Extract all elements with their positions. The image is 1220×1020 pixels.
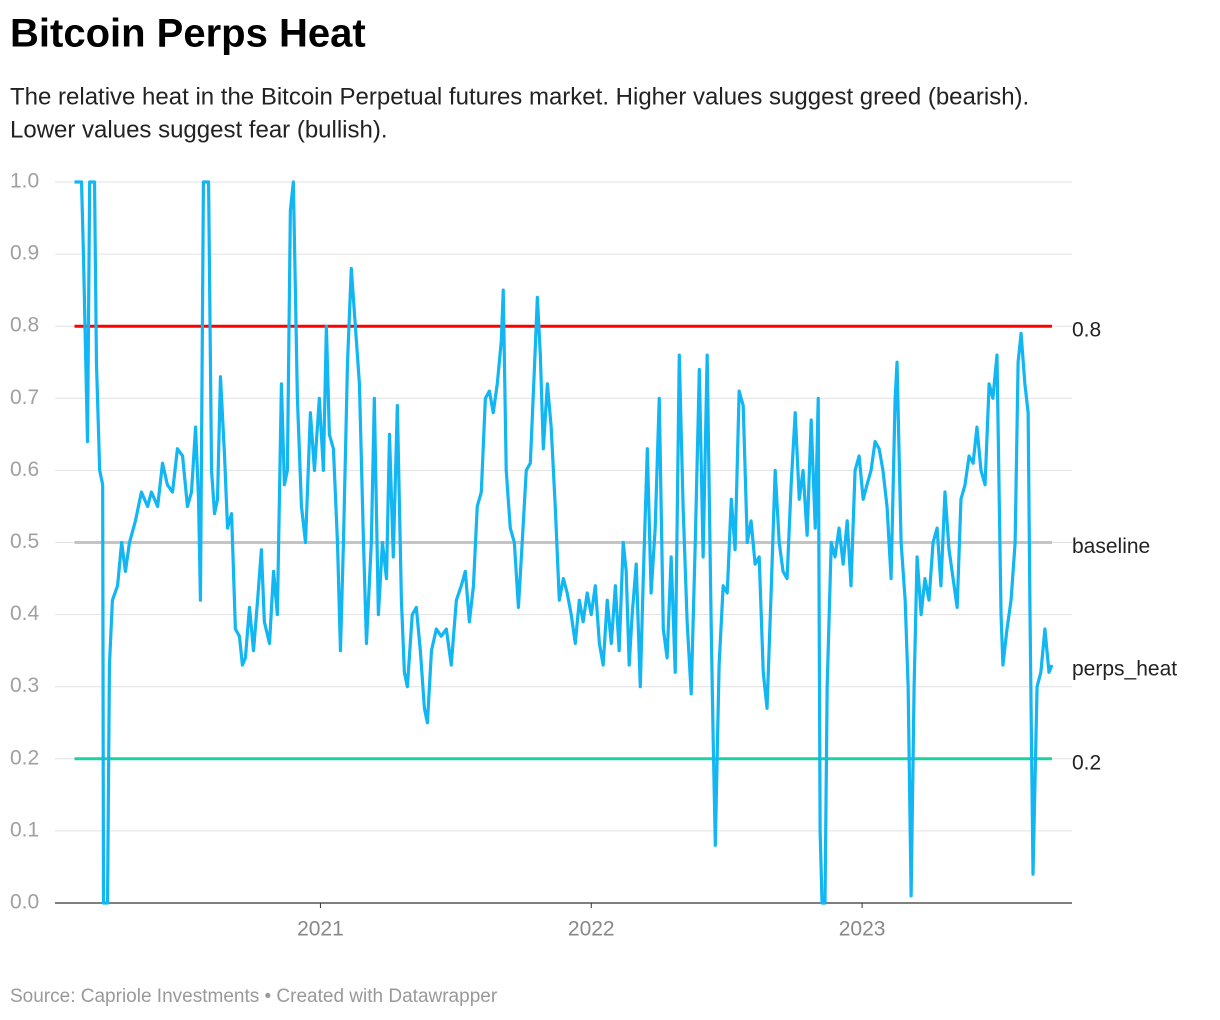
x-tick-label: 2021 — [297, 918, 344, 941]
y-tick-label: 0.5 — [10, 530, 39, 553]
y-tick-label: 0.4 — [10, 602, 40, 625]
y-tick-label: 0.9 — [10, 242, 39, 265]
y-tick-label: 0.3 — [10, 674, 39, 697]
y-tick-label: 0.7 — [10, 386, 39, 409]
x-tick-label: 2023 — [839, 918, 886, 941]
subtitle: Lower values suggest fear (bullish). — [10, 116, 388, 143]
series-label: 0.2 — [1072, 751, 1101, 774]
y-tick-label: 0.2 — [10, 746, 39, 769]
y-tick-label: 0.6 — [10, 458, 39, 481]
y-tick-label: 1.0 — [10, 170, 39, 193]
y-tick-label: 0.0 — [10, 891, 39, 914]
series-label: baseline — [1072, 535, 1150, 558]
y-tick-label: 0.8 — [10, 314, 39, 337]
subtitle: The relative heat in the Bitcoin Perpetu… — [10, 83, 1029, 110]
series-label: perps_heat — [1072, 658, 1177, 681]
source: Source: Capriole Investments • Created w… — [10, 986, 498, 1007]
chart-title: Bitcoin Perps Heat — [10, 12, 366, 56]
series-label: 0.8 — [1072, 319, 1101, 342]
x-tick-label: 2022 — [568, 918, 615, 941]
y-tick-label: 0.1 — [10, 818, 39, 841]
series-line — [74, 180, 1054, 905]
